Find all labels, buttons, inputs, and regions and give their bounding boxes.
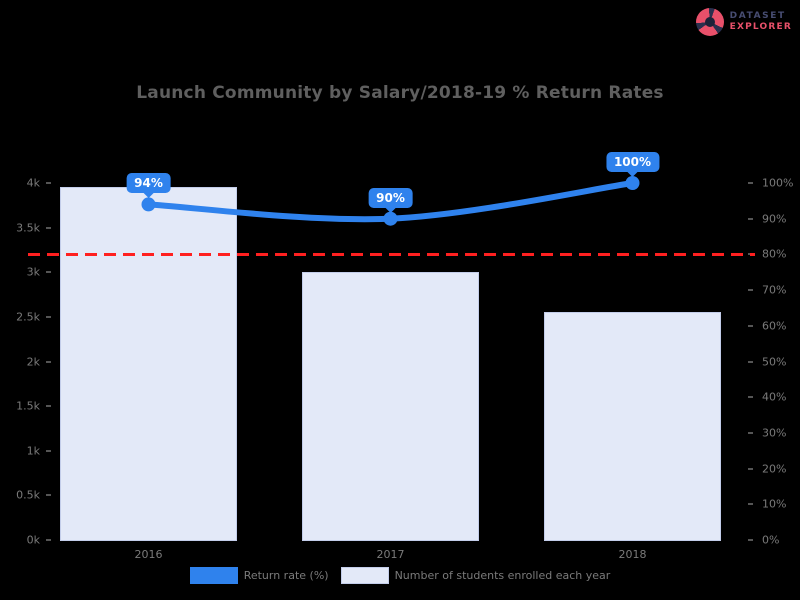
right-axis-tick-label: 50% [762,355,787,368]
bar [60,187,237,541]
right-axis-tick-mark [748,324,753,327]
legend-swatch [189,567,238,584]
left-axis-tick-label: 2.5k [16,310,40,324]
threshold-dashed-line [28,252,755,256]
right-axis-tick-mark [748,431,753,434]
left-axis-tick-label: 1.5k [16,399,40,413]
legend-item[interactable]: Return rate (%) [189,567,329,584]
legend-item[interactable]: Number of students enrolled each year [340,567,611,584]
legend-label: Return rate (%) [243,569,329,582]
left-axis-tick-label: 3k [26,265,40,279]
line-point-marker [383,211,398,226]
left-axis-tick-mark [46,494,51,497]
left-axis-tick-mark [46,182,51,184]
right-axis-tick-label: 60% [762,319,787,333]
legend-label: Number of students enrolled each year [394,569,611,582]
right-axis-tick-mark [748,182,753,184]
right-axis-tick-mark [748,503,753,506]
right-axis-tick-mark [748,396,753,399]
right-axis-tick-label: 90% [762,212,787,226]
bar [302,272,479,541]
brand-line2: EXPLORER [729,22,792,32]
aperture-icon [695,8,724,36]
x-axis-category-label: 2016 [134,548,163,561]
brand-name: DATASET EXPLORER [730,11,792,33]
right-axis-tick-label: 40% [762,390,787,404]
right-axis-tick-mark [748,539,753,541]
bar [544,312,721,541]
right-axis-tick-label: 100% [762,176,794,190]
legend: Return rate (%) Number of students enroll… [0,567,800,584]
left-axis-tick-mark [46,271,51,274]
right-axis-tick-label: 20% [762,462,787,476]
x-axis-category-label: 2018 [618,548,647,561]
brand-line1: DATASET [729,11,786,21]
left-axis-tick-label: 2k [26,355,40,368]
chart-title: Launch Community by Salary/2018-19 % Ret… [136,83,664,103]
right-axis-tick-label: 10% [762,497,787,511]
left-axis-tick-mark [46,315,51,318]
left-axis-tick-label: 0k [26,533,40,547]
left-axis-tick-mark [46,360,51,363]
right-axis-tick-mark [748,289,753,292]
point-label-pill: 100% [605,152,660,172]
left-axis-tick-label: 4k [26,176,40,190]
right-axis-tick-label: 70% [762,283,787,297]
left-axis-tick-label: 1k [26,444,40,458]
right-axis-tick-mark [748,467,753,470]
right-axis-tick-label: 80% [762,247,787,261]
point-label-pill: 90% [368,187,413,208]
x-axis-category-label: 2017 [376,548,405,561]
right-axis-tick-mark [748,217,753,220]
left-axis-tick-label: 3.5k [16,221,40,235]
right-axis-tick-label: 0% [762,533,780,547]
point-label-pill: 94% [126,173,171,194]
left-axis-tick-mark [46,539,51,541]
right-axis-tick-mark [748,360,753,363]
left-axis-tick-mark [46,449,51,452]
right-axis-tick-label: 30% [762,426,787,440]
left-axis-tick-mark [46,405,51,408]
left-axis-tick-label: 0.5k [16,488,40,502]
left-axis-tick-mark [46,226,51,229]
brand-logo: DATASET EXPLORER [695,8,792,36]
line-point-marker [625,176,640,190]
legend-swatch [340,567,389,584]
